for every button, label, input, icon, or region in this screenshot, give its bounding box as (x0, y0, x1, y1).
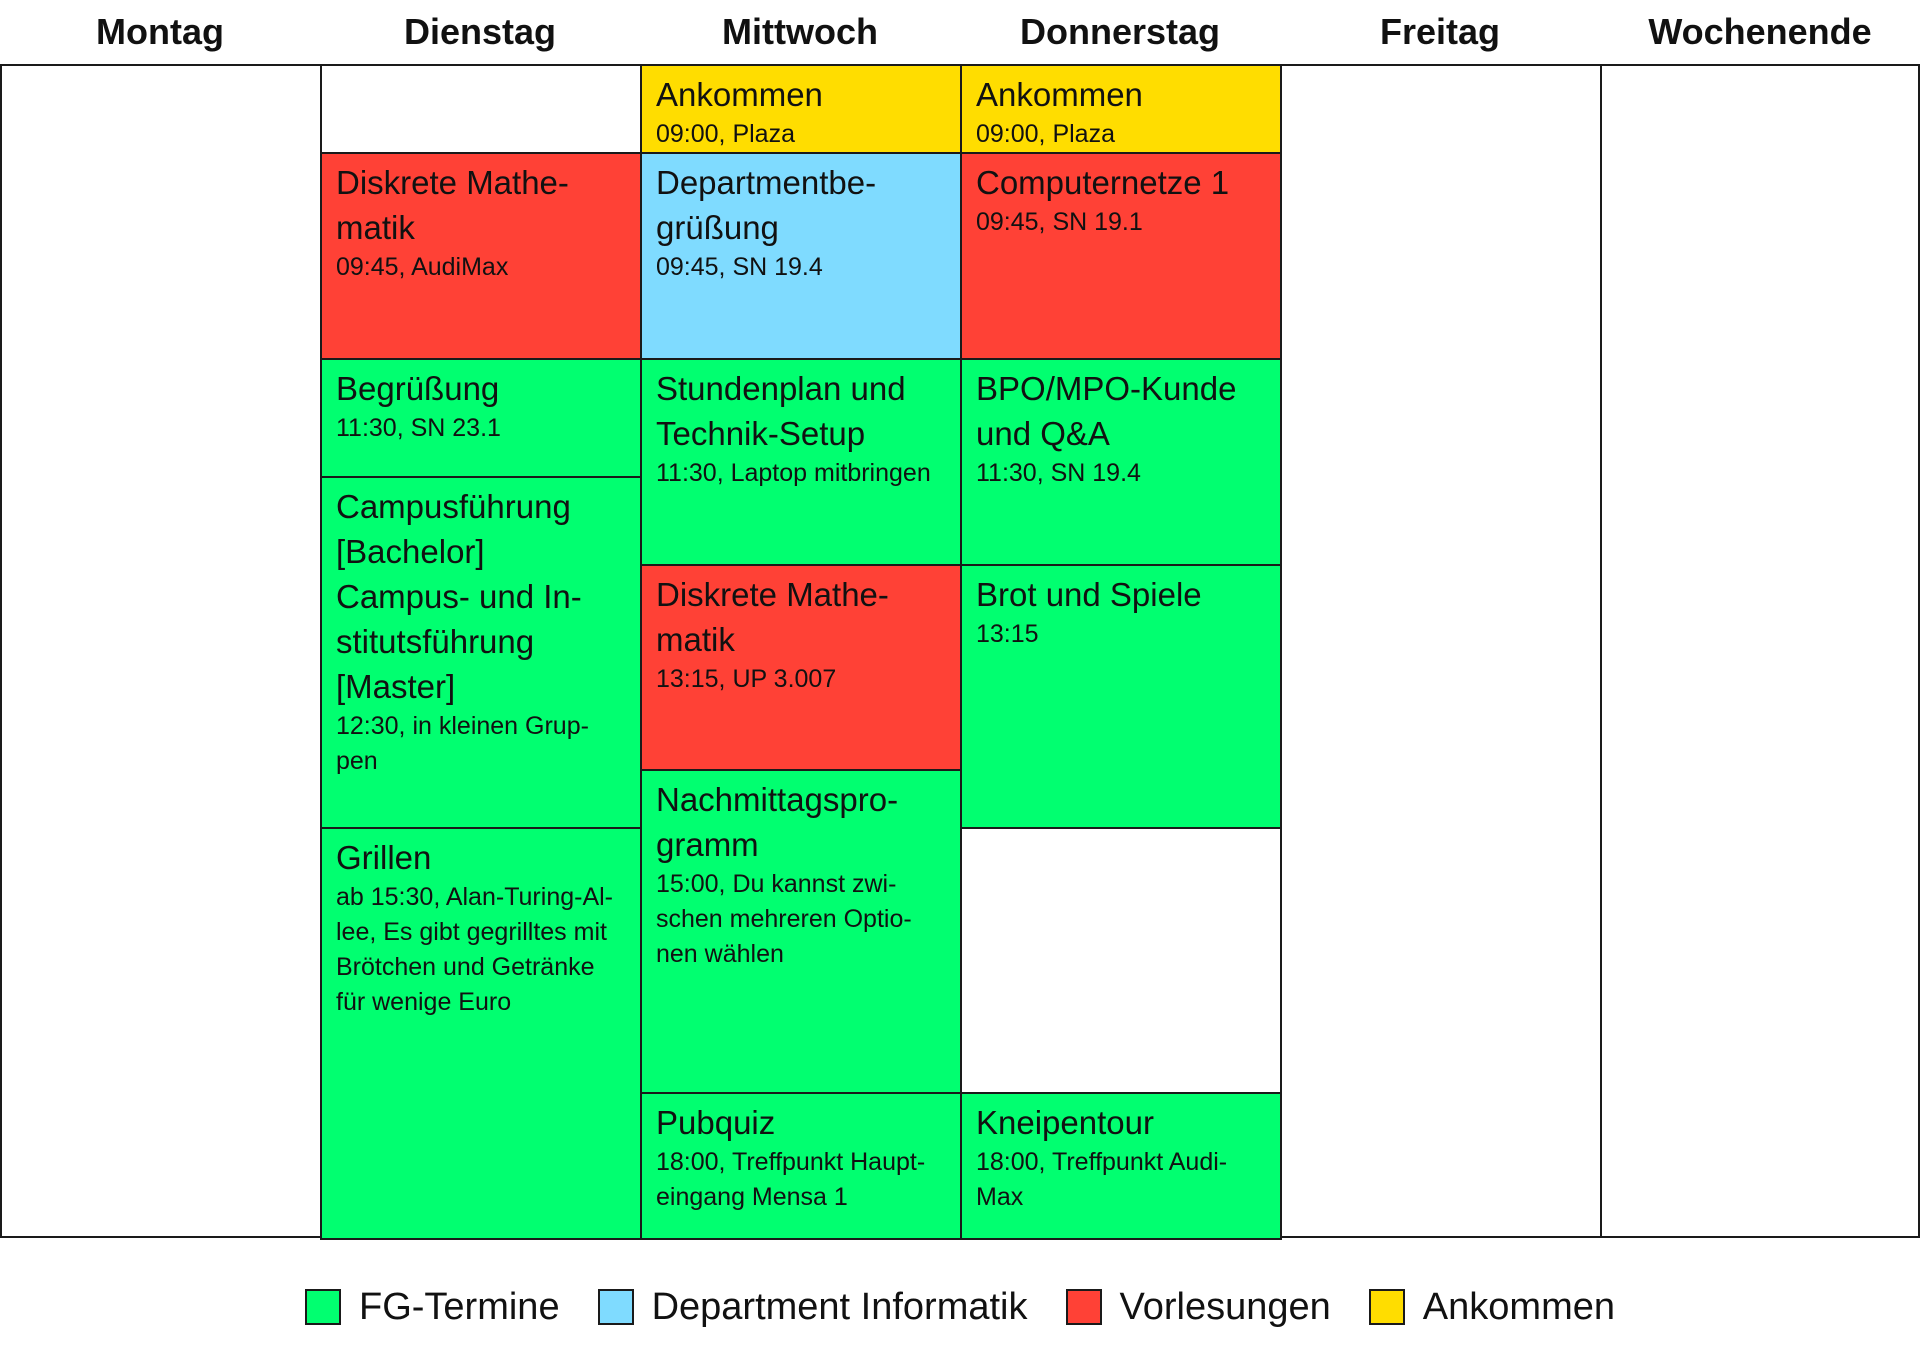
event-title: Nachmittagspro- gramm (656, 781, 899, 863)
event-title: Ankommen (976, 76, 1143, 113)
day-column-wochenende (1600, 64, 1920, 1238)
event-detail: 09:45, AudiMax (336, 253, 509, 281)
event-title: Pubquiz (656, 1104, 776, 1141)
event-stundenplan-technik-setup[interactable]: Stundenplan und Technik-Setup 11:30, Lap… (640, 358, 962, 566)
day-header-donnerstag: Donnerstag (1019, 11, 1221, 52)
legend-label: Department Informatik (651, 1286, 1028, 1328)
event-title: Campusführung [Bachelor] Campus- und In-… (336, 488, 582, 705)
event-title: Departmentbe- grüßung (656, 164, 877, 246)
legend-swatch-yellow (1368, 1289, 1405, 1325)
event-title: Begrüßung (336, 370, 500, 407)
event-title: Kneipentour (976, 1104, 1154, 1141)
event-ankommen-mittwoch[interactable]: Ankommen 09:00, Plaza (640, 64, 962, 154)
event-detail: 13:15 (976, 620, 1039, 648)
event-diskrete-mathematik-mittwoch[interactable]: Diskrete Mathe- matik 13:15, UP 3.007 (640, 564, 962, 771)
day-header-dienstag: Dienstag (403, 11, 557, 52)
day-column-dienstag: Diskrete Mathe- matik 09:45, AudiMax Beg… (320, 64, 642, 1240)
legend: FG-Termine Department Informatik Vorlesu… (0, 1282, 1920, 1332)
event-title: BPO/MPO-Kunde und Q&A (976, 370, 1237, 452)
day-column-donnerstag: Ankommen 09:00, Plaza Computernetze 1 09… (960, 64, 1282, 1240)
legend-item-ankommen: Ankommen (1368, 1282, 1615, 1332)
event-detail: ab 15:30, Alan-Turing-Al- lee, Es gibt g… (336, 883, 614, 1016)
event-departmentbegruessung[interactable]: Departmentbe- grüßung 09:45, SN 19.4 (640, 152, 962, 360)
event-title: Grillen (336, 839, 432, 876)
event-title: Ankommen (656, 76, 823, 113)
event-detail: 18:00, Treffpunkt Audi- Max (976, 1148, 1228, 1211)
day-headers: Montag Dienstag Mittwoch Donnerstag Frei… (0, 0, 1920, 64)
event-detail: 09:00, Plaza (656, 120, 795, 148)
event-detail: 09:45, SN 19.4 (656, 253, 823, 281)
event-title: Diskrete Mathe- matik (656, 576, 889, 658)
event-ankommen-donnerstag[interactable]: Ankommen 09:00, Plaza (960, 64, 1282, 154)
legend-item-fg-termine: FG-Termine (305, 1282, 560, 1332)
day-header-mittwoch: Mittwoch (722, 11, 878, 52)
day-column-montag (0, 64, 322, 1238)
event-begruessung[interactable]: Begrüßung 11:30, SN 23.1 (320, 358, 642, 478)
event-title: Computernetze 1 (976, 164, 1230, 201)
event-detail: 09:45, SN 19.1 (976, 208, 1143, 236)
event-detail: 15:00, Du kannst zwi- schen mehreren Opt… (656, 870, 912, 968)
event-detail: 11:30, SN 19.4 (976, 459, 1141, 487)
event-grillen[interactable]: Grillen ab 15:30, Alan-Turing-Al- lee, E… (320, 827, 642, 1240)
event-title: Diskrete Mathe- matik (336, 164, 569, 246)
day-header-wochenende: Wochenende (1648, 11, 1872, 52)
day-header-freitag: Freitag (1379, 11, 1501, 52)
legend-label: Vorlesungen (1119, 1286, 1331, 1328)
day-column-freitag (1280, 64, 1602, 1238)
schedule-grid: Diskrete Mathe- matik 09:45, AudiMax Beg… (0, 64, 1920, 1240)
event-nachmittagsprogramm[interactable]: Nachmittagspro- gramm 15:00, Du kannst z… (640, 769, 962, 1094)
legend-label: FG-Termine (359, 1286, 560, 1328)
event-bpo-mpo-kunde[interactable]: BPO/MPO-Kunde und Q&A 11:30, SN 19.4 (960, 358, 1282, 566)
event-computernetze-1[interactable]: Computernetze 1 09:45, SN 19.1 (960, 152, 1282, 360)
event-brot-und-spiele[interactable]: Brot und Spiele 13:15 (960, 564, 1282, 829)
legend-item-department-informatik: Department Informatik (597, 1282, 1028, 1332)
legend-swatch-green (305, 1289, 341, 1325)
event-detail: 18:00, Treffpunkt Haupt- eingang Mensa 1 (656, 1148, 926, 1211)
event-pubquiz[interactable]: Pubquiz 18:00, Treffpunkt Haupt- eingang… (640, 1092, 962, 1240)
event-detail: 12:30, in kleinen Grup- pen (336, 712, 589, 775)
day-header-montag: Montag (96, 11, 224, 52)
event-kneipentour[interactable]: Kneipentour 18:00, Treffpunkt Audi- Max (960, 1092, 1282, 1240)
event-campusfuehrung[interactable]: Campusführung [Bachelor] Campus- und In-… (320, 476, 642, 829)
legend-item-vorlesungen: Vorlesungen (1065, 1282, 1331, 1332)
legend-label: Ankommen (1422, 1286, 1615, 1328)
event-diskrete-mathematik-dienstag[interactable]: Diskrete Mathe- matik 09:45, AudiMax (320, 152, 642, 360)
event-detail: 11:30, SN 23.1 (336, 414, 501, 442)
event-detail: 09:00, Plaza (976, 120, 1115, 148)
legend-swatch-blue (597, 1289, 634, 1325)
legend-swatch-red (1065, 1289, 1102, 1325)
event-title: Brot und Spiele (976, 576, 1202, 613)
event-detail: 11:30, Laptop mitbringen (656, 459, 931, 487)
event-detail: 13:15, UP 3.007 (656, 665, 837, 693)
day-column-mittwoch: Ankommen 09:00, Plaza Departmentbe- grüß… (640, 64, 962, 1240)
event-title: Stundenplan und Technik-Setup (656, 370, 906, 452)
